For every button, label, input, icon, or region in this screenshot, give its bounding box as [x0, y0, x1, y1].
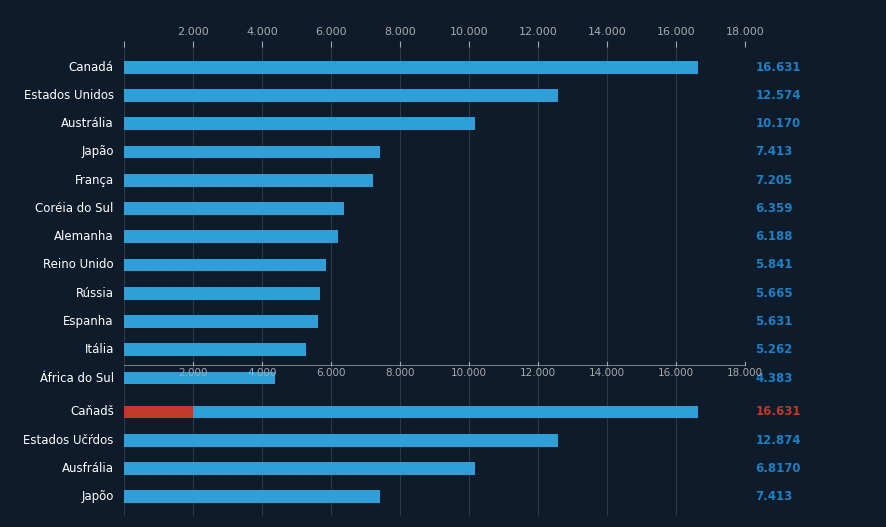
Text: 12.000: 12.000	[519, 367, 556, 377]
Text: Canadá: Canadá	[69, 61, 113, 74]
Text: 4.383: 4.383	[755, 372, 792, 385]
Bar	[124, 202, 343, 215]
Text: Reino Unido: Reino Unido	[43, 258, 113, 271]
Bar	[124, 145, 379, 158]
Text: 4.000: 4.000	[247, 367, 276, 377]
Bar	[124, 406, 697, 418]
Bar	[124, 490, 379, 503]
Bar	[124, 61, 697, 74]
Text: 10.000: 10.000	[451, 367, 486, 377]
Text: Estados Unidos: Estados Unidos	[24, 89, 113, 102]
Text: Estados Učŕdos: Estados Učŕdos	[23, 434, 113, 447]
Text: 12.574: 12.574	[755, 89, 800, 102]
Bar	[124, 287, 319, 300]
Text: África do Sul: África do Sul	[40, 372, 113, 385]
Text: Alemanha: Alemanha	[54, 230, 113, 243]
Bar	[124, 89, 557, 102]
Text: Ausfrália: Ausfrália	[62, 462, 113, 475]
Text: Coréia do Sul: Coréia do Sul	[35, 202, 113, 215]
Text: 6.359: 6.359	[755, 202, 792, 215]
Text: 5.665: 5.665	[755, 287, 792, 300]
Text: 18.000: 18.000	[727, 367, 762, 377]
Text: 8.000: 8.000	[385, 367, 415, 377]
Text: 7.413: 7.413	[755, 490, 792, 503]
Text: 5.841: 5.841	[755, 258, 792, 271]
Text: 6.000: 6.000	[316, 367, 346, 377]
Bar	[124, 259, 325, 271]
Bar	[124, 406, 193, 418]
Text: 10.170: 10.170	[755, 117, 800, 130]
Text: 16.000: 16.000	[657, 367, 694, 377]
Text: 5.262: 5.262	[755, 343, 792, 356]
Bar	[124, 118, 475, 130]
Text: 7.413: 7.413	[755, 145, 792, 159]
Text: 16.631: 16.631	[755, 405, 800, 418]
Text: 6.8170: 6.8170	[755, 462, 800, 475]
Text: Rússia: Rússia	[75, 287, 113, 300]
Bar	[124, 372, 275, 384]
Text: Japão: Japão	[82, 145, 113, 159]
Bar	[124, 344, 306, 356]
Bar	[124, 174, 372, 187]
Bar	[124, 462, 475, 475]
Text: 14.000: 14.000	[588, 367, 625, 377]
Text: Japõo: Japõo	[82, 490, 113, 503]
Text: 2.000: 2.000	[178, 367, 207, 377]
Text: 12.874: 12.874	[755, 434, 800, 447]
Bar	[124, 315, 318, 328]
Text: 5.631: 5.631	[755, 315, 792, 328]
Text: 6.188: 6.188	[755, 230, 792, 243]
Text: 7.205: 7.205	[755, 174, 792, 187]
Text: Itália: Itália	[84, 343, 113, 356]
Bar	[124, 230, 338, 243]
Text: Caňadš: Caňadš	[70, 405, 113, 418]
Text: 16.631: 16.631	[755, 61, 800, 74]
Text: Austrália: Austrália	[61, 117, 113, 130]
Text: França: França	[74, 174, 113, 187]
Bar	[124, 434, 557, 446]
Text: Espanha: Espanha	[63, 315, 113, 328]
